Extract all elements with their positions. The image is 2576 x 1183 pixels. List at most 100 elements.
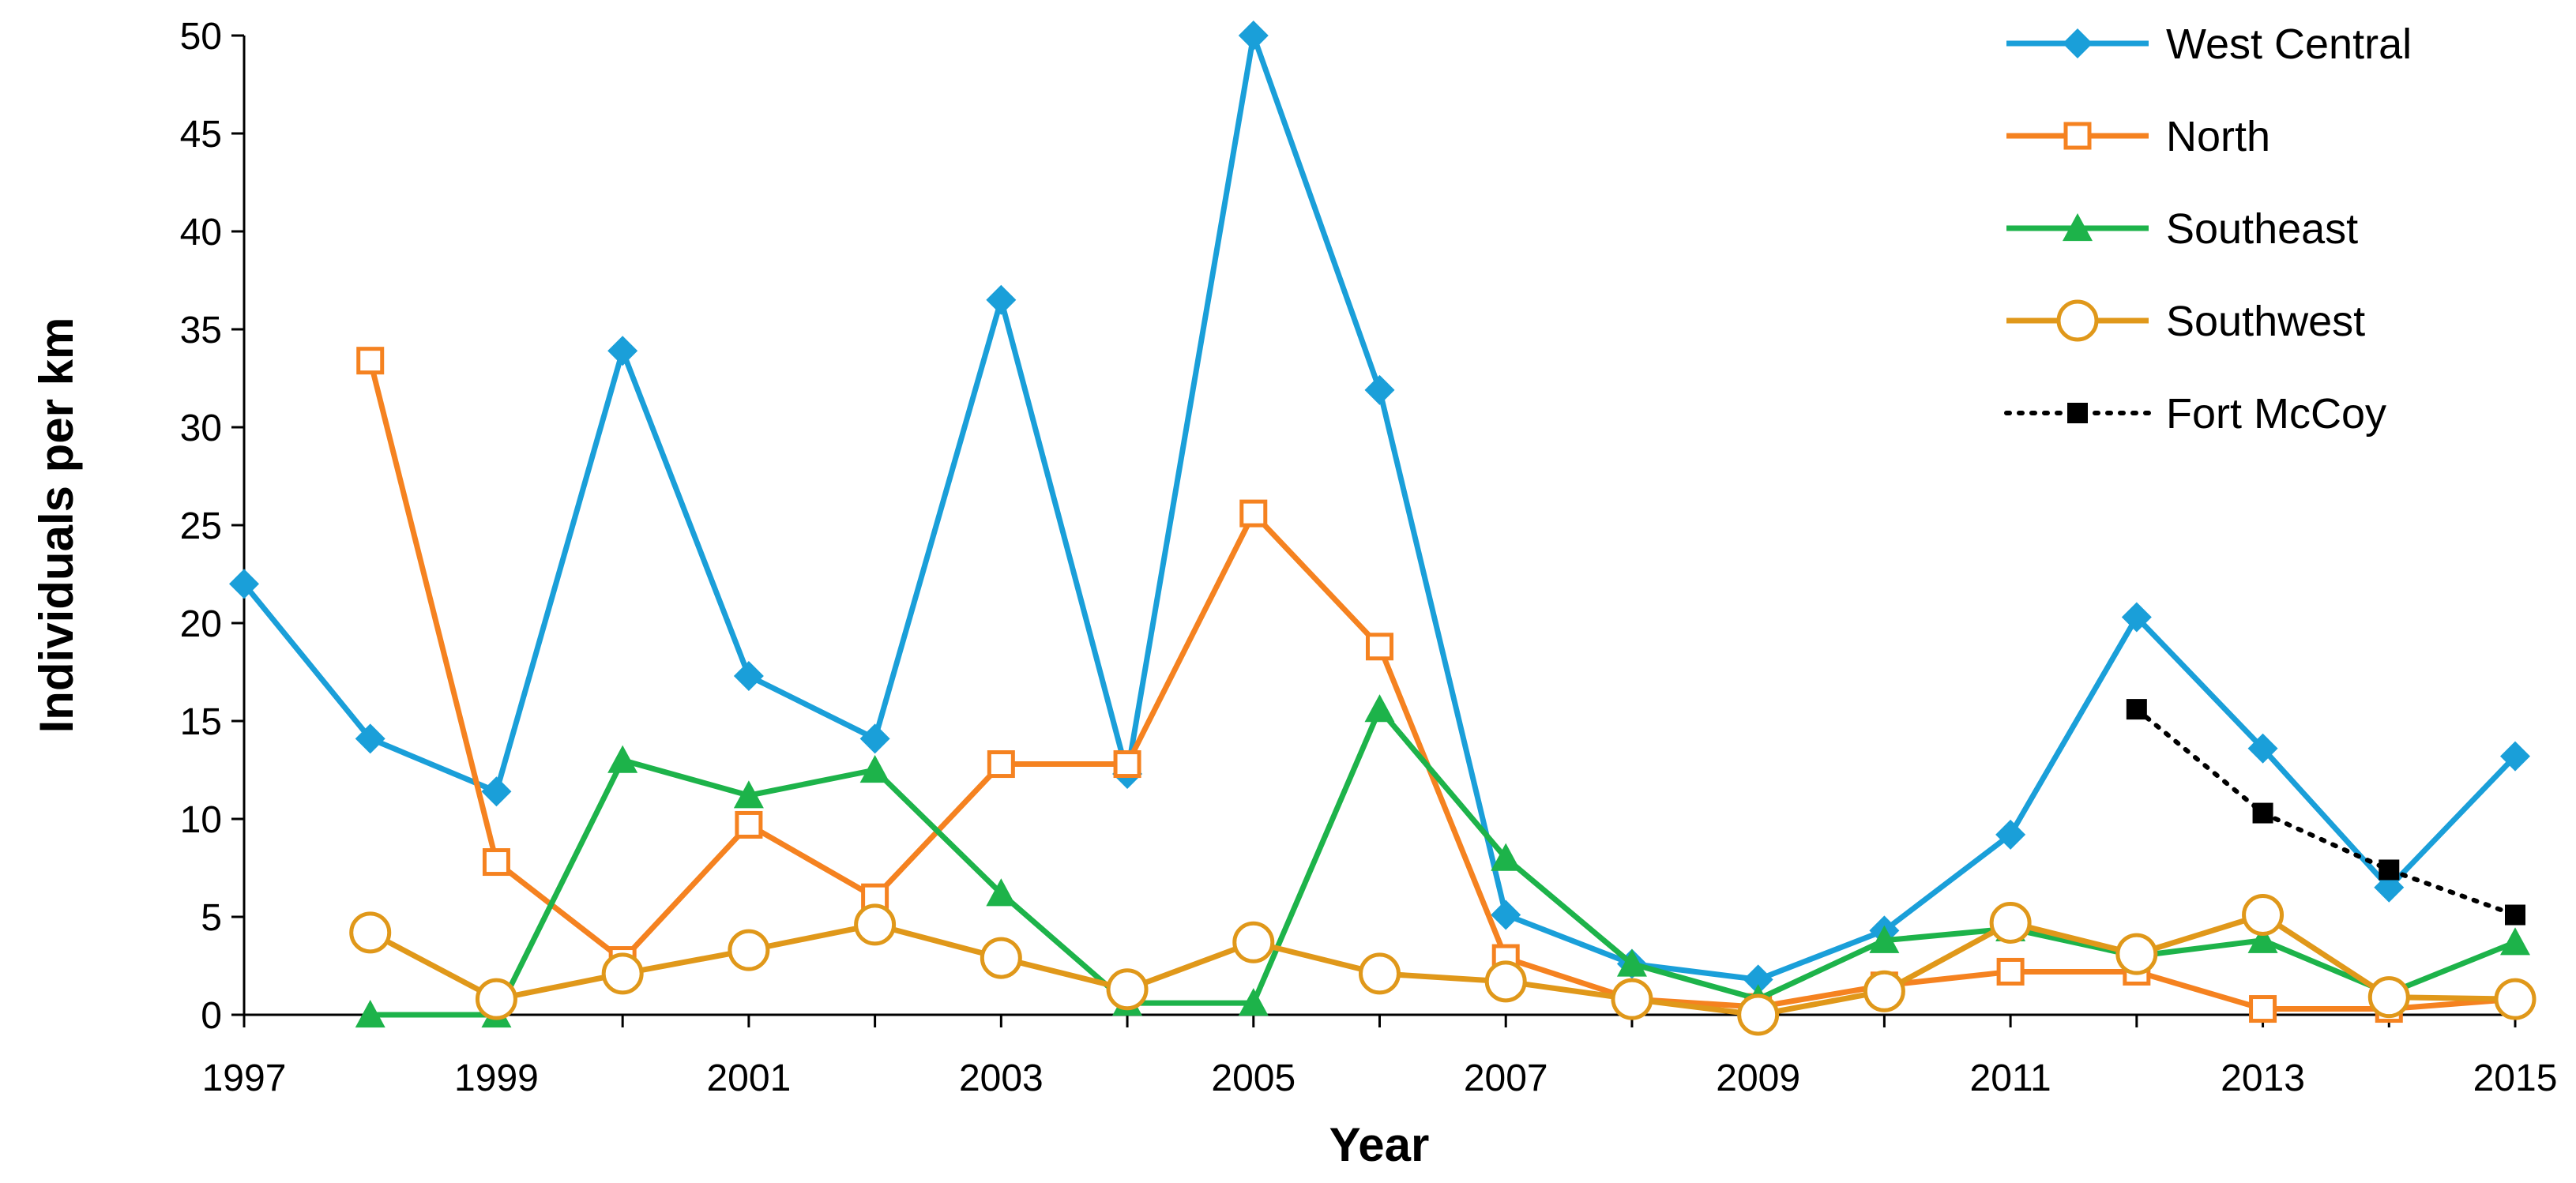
data-point bbox=[728, 929, 770, 971]
data-point bbox=[980, 937, 1022, 979]
series-line bbox=[2134, 707, 2518, 918]
data-point bbox=[1238, 21, 1269, 51]
data-point bbox=[1863, 970, 1905, 1012]
legend-label: Southwest bbox=[2166, 298, 2365, 345]
data-point bbox=[1616, 948, 1647, 977]
y-tick-label: 10 bbox=[180, 799, 222, 841]
legend-item: North bbox=[2006, 113, 2270, 160]
data-point bbox=[1484, 960, 1527, 1003]
data-point bbox=[1106, 968, 1149, 1011]
data-point bbox=[986, 284, 1017, 315]
data-point bbox=[1737, 993, 1780, 1036]
y-tick-label: 25 bbox=[180, 505, 222, 547]
legend-item: Southwest bbox=[2006, 298, 2365, 345]
x-tick-label: 2013 bbox=[2221, 1057, 2305, 1099]
series-west-central bbox=[229, 21, 2530, 995]
y-tick-label: 35 bbox=[180, 310, 222, 351]
data-point bbox=[1996, 957, 2025, 986]
data-point bbox=[2115, 933, 2158, 975]
data-point bbox=[987, 750, 1015, 779]
y-tick-label: 5 bbox=[201, 897, 222, 939]
data-point bbox=[1359, 952, 1401, 995]
data-point bbox=[1611, 978, 1653, 1020]
data-point bbox=[2249, 995, 2277, 1023]
data-point bbox=[229, 569, 259, 599]
y-tick-label: 45 bbox=[180, 114, 222, 156]
data-point bbox=[355, 1000, 385, 1028]
data-point bbox=[859, 723, 890, 754]
legend-label: West Central bbox=[2166, 21, 2412, 68]
data-point bbox=[481, 776, 512, 807]
legend-label: Southeast bbox=[2166, 205, 2358, 253]
data-point bbox=[854, 903, 897, 946]
x-tick-label: 1997 bbox=[202, 1057, 287, 1099]
y-tick-label: 50 bbox=[180, 16, 222, 58]
data-point bbox=[1743, 964, 1773, 995]
data-point bbox=[1869, 925, 1900, 953]
data-point bbox=[2242, 894, 2285, 937]
data-point bbox=[482, 848, 510, 877]
y-ticks: 0 5 10 15 20 25 30 35 40 45 50 bbox=[180, 16, 244, 1037]
data-point bbox=[2247, 733, 2278, 764]
x-tick-label: 2003 bbox=[959, 1057, 1044, 1099]
y-axis-title: Individuals per km bbox=[30, 317, 83, 734]
x-tick-label: 2009 bbox=[1716, 1057, 1800, 1099]
y-tick-label: 40 bbox=[180, 212, 222, 254]
legend-label: Fort McCoy bbox=[2166, 390, 2386, 438]
legend-marker bbox=[2063, 213, 2093, 242]
series-line bbox=[367, 359, 2516, 1012]
data-point bbox=[2121, 602, 2152, 633]
data-point bbox=[1364, 374, 1395, 405]
data-point bbox=[1989, 901, 2032, 944]
data-point bbox=[355, 723, 385, 754]
legend-label: North bbox=[2166, 113, 2270, 160]
x-axis-title: Year bbox=[1329, 1118, 1430, 1171]
data-point bbox=[859, 755, 890, 783]
data-point bbox=[1995, 819, 2026, 850]
data-point bbox=[2367, 976, 2410, 1019]
data-point bbox=[601, 952, 644, 995]
series-southwest bbox=[349, 894, 2537, 1036]
y-tick-label: 30 bbox=[180, 407, 222, 449]
data-point bbox=[2379, 859, 2400, 881]
legend-marker bbox=[2063, 28, 2093, 58]
series-line bbox=[369, 912, 2516, 1018]
axes bbox=[243, 36, 2515, 1016]
data-point bbox=[735, 810, 763, 839]
legend-marker bbox=[2056, 299, 2099, 342]
data-point bbox=[1491, 899, 1521, 930]
x-ticks: 1997 1999 2001 2003 2005 2007 2009 2011 2013 2015 bbox=[202, 1015, 2558, 1099]
x-tick-label: 2007 bbox=[1464, 1057, 1548, 1099]
x-tick-label: 2005 bbox=[1211, 1057, 1296, 1099]
data-point bbox=[1491, 843, 1521, 871]
data-point bbox=[1113, 750, 1141, 779]
x-tick-label: 2011 bbox=[1970, 1057, 2051, 1099]
x-tick-label: 2001 bbox=[706, 1057, 791, 1099]
data-point bbox=[2252, 802, 2273, 824]
data-point bbox=[986, 878, 1017, 907]
data-point bbox=[607, 336, 638, 366]
data-point bbox=[2126, 699, 2147, 720]
series-layer bbox=[229, 21, 2537, 1036]
data-point bbox=[2505, 904, 2525, 926]
data-point bbox=[1364, 694, 1395, 723]
legend-marker bbox=[2067, 403, 2088, 423]
y-tick-label: 15 bbox=[180, 701, 222, 743]
data-point bbox=[349, 911, 392, 954]
legend-item: West Central bbox=[2006, 21, 2412, 68]
data-point bbox=[1366, 633, 1393, 661]
legend-item: Southeast bbox=[2006, 205, 2358, 253]
data-point bbox=[607, 745, 638, 773]
data-point bbox=[2500, 927, 2530, 956]
data-point bbox=[2247, 925, 2278, 953]
legend: West Central North Southeast Southwest Fort … bbox=[2004, 21, 2412, 438]
legend-marker bbox=[2063, 122, 2092, 150]
data-point bbox=[1238, 988, 1269, 1016]
data-point bbox=[2500, 741, 2530, 772]
data-point bbox=[2494, 978, 2537, 1020]
data-point bbox=[1232, 921, 1275, 963]
y-tick-label: 0 bbox=[201, 995, 222, 1037]
x-tick-label: 2015 bbox=[2473, 1057, 2558, 1099]
data-point bbox=[1239, 499, 1268, 528]
